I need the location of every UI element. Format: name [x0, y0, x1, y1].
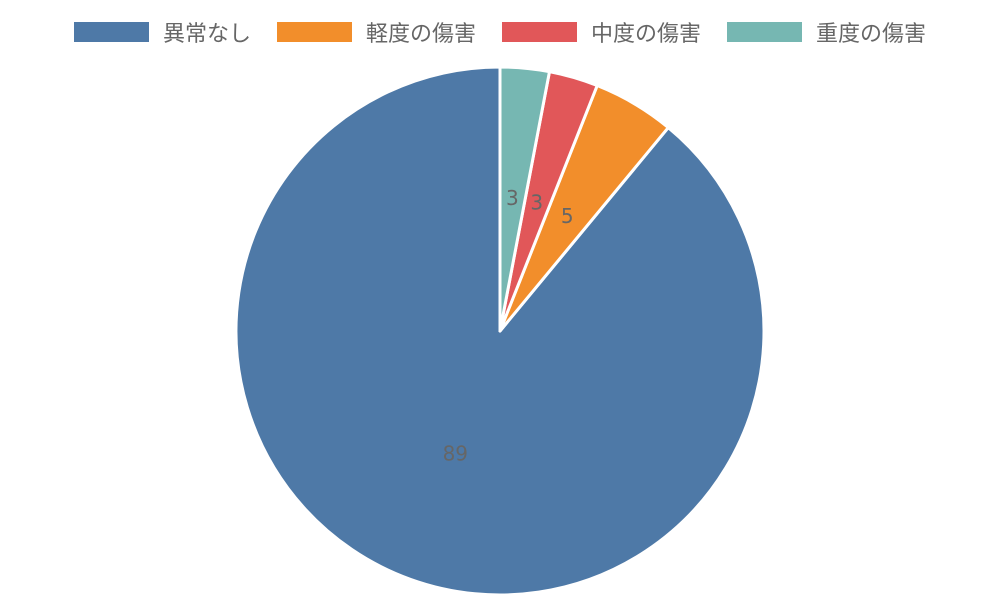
legend-swatch: [502, 22, 577, 42]
legend-item[interactable]: 重度の傷害: [727, 16, 926, 48]
legend-swatch: [73, 22, 149, 42]
pie-slices: [234, 65, 766, 597]
legend-label: 中度の傷害: [591, 22, 702, 47]
legend-label: 軽度の傷害: [365, 22, 476, 47]
legend-item[interactable]: 軽度の傷害: [276, 16, 476, 48]
legend-label: 異常なし: [162, 22, 251, 47]
slice-value-label: 5: [561, 204, 574, 228]
legend-item[interactable]: 中度の傷害: [502, 16, 701, 48]
pie-slice[interactable]: [498, 65, 551, 333]
legend-swatch: [727, 22, 803, 42]
slice-value-label: 3: [530, 191, 543, 215]
chart-legend: 異常なし 軽度の傷害 中度の傷害 重度の傷害: [0, 17, 1000, 47]
legend-label: 重度の傷害: [816, 22, 927, 47]
slice-value-label: 89: [443, 442, 468, 466]
legend-item[interactable]: 異常なし: [73, 16, 251, 48]
slice-value-label: 3: [506, 186, 519, 210]
legend-swatch: [276, 22, 352, 42]
